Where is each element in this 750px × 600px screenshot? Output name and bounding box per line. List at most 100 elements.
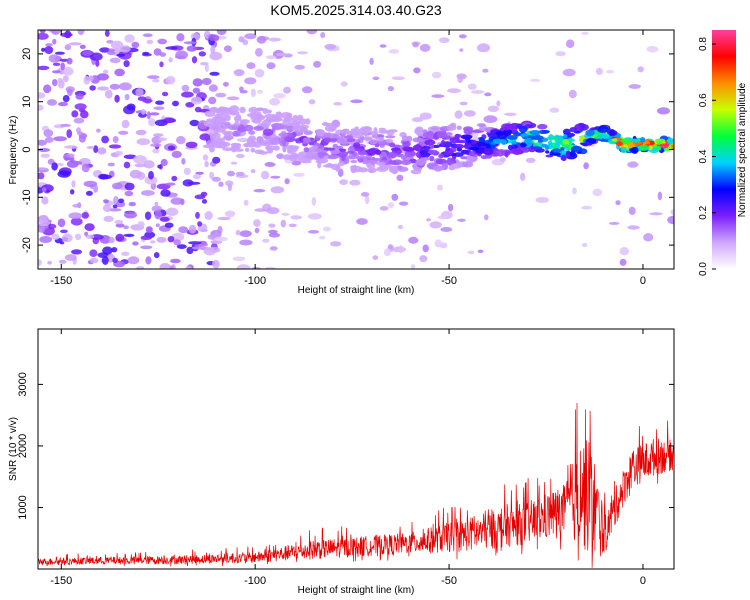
- heatmap-noise-blob: [52, 79, 58, 87]
- heatmap-ridge-blob: [357, 151, 368, 156]
- heatmap-ridge-blob: [421, 145, 431, 150]
- heatmap-ridge-blob: [468, 146, 480, 151]
- heatmap-noise-blob: [387, 86, 395, 92]
- heatmap-noise-blob: [437, 215, 448, 220]
- heatmap-noise-blob: [504, 112, 517, 117]
- heatmap-ridge-blob: [246, 137, 255, 145]
- heatmap-noise-blob: [64, 254, 77, 261]
- heatmap-noise-blob: [124, 182, 135, 191]
- heatmap-noise-blob: [643, 233, 654, 242]
- heatmap-ridge-blob: [400, 160, 412, 165]
- heatmap-ridge-blob: [402, 140, 411, 148]
- heatmap-noise-blob: [387, 244, 393, 250]
- heatmap-noise-blob: [102, 246, 113, 255]
- heatmap-ridge-blob: [230, 110, 240, 116]
- heatmap-ridge-blob: [468, 151, 476, 157]
- heatmap-noise-blob: [88, 75, 94, 82]
- heatmap-ridge-blob: [336, 137, 345, 144]
- heatmap-ridge-blob: [381, 156, 388, 161]
- heatmap-ridge-blob: [429, 155, 435, 162]
- heatmap-noise-blob: [499, 157, 506, 163]
- heatmap-ridge-blob: [301, 159, 312, 164]
- heatmap-ridge-blob: [275, 111, 281, 115]
- heatmap-noise-blob: [124, 93, 130, 101]
- heatmap-noise-blob: [159, 263, 171, 269]
- heatmap-noise-blob: [156, 236, 167, 243]
- heatmap-ridge-blob: [370, 148, 377, 154]
- heatmap-noise-blob: [81, 212, 90, 219]
- heatmap-ridge-blob: [323, 147, 335, 151]
- heatmap-noise-blob: [476, 123, 486, 127]
- heatmap-noise-blob: [134, 163, 146, 168]
- heatmap-noise-blob: [135, 88, 144, 97]
- heatmap-noise-blob: [273, 93, 286, 99]
- x-tick-label: -50: [441, 275, 457, 287]
- heatmap-ridge-blob: [265, 116, 277, 123]
- heatmap-ridge-blob: [225, 131, 230, 137]
- heatmap-noise-blob: [185, 102, 195, 108]
- heatmap-noise-blob: [108, 237, 115, 244]
- heatmap-ridge-blob: [203, 120, 215, 127]
- heatmap-noise-blob: [429, 221, 442, 229]
- heatmap-noise-blob: [114, 94, 120, 103]
- heatmap-noise-blob: [124, 190, 134, 197]
- heatmap-noise-blob: [165, 182, 176, 186]
- heatmap-noise-blob: [253, 219, 261, 227]
- heatmap-noise-blob: [118, 198, 125, 204]
- heatmap-noise-blob: [202, 154, 209, 161]
- heatmap-noise-blob: [235, 229, 241, 236]
- heatmap-noise-blob: [269, 98, 281, 106]
- heatmap-noise-blob: [62, 237, 69, 242]
- heatmap-ridge-blob: [548, 141, 553, 149]
- heatmap-ridge-blob: [432, 165, 445, 171]
- heatmap-noise-blob: [48, 54, 60, 63]
- heatmap-ridge-blob: [532, 135, 544, 141]
- heatmap-noise-blob: [608, 221, 620, 225]
- heatmap-ridge-blob: [276, 124, 288, 130]
- heatmap-ridge-blob: [416, 166, 422, 171]
- colorbar-ticks: 0.0 0.2 0.4 0.6 0.8: [698, 37, 716, 276]
- heatmap-noise-blob: [52, 38, 57, 45]
- heatmap-ridge-blob: [337, 161, 345, 167]
- heatmap-ridge-blob: [346, 138, 356, 143]
- heatmap-noise-blob: [484, 92, 492, 97]
- heatmap-ridge-blob: [438, 153, 445, 159]
- heatmap-noise-blob: [313, 60, 322, 68]
- heatmap-noise-blob: [155, 223, 160, 228]
- heatmap-noise-blob: [186, 45, 197, 52]
- heatmap-noise-blob: [142, 33, 153, 37]
- heatmap-ridge-blob: [485, 143, 491, 150]
- heatmap-noise-blob: [93, 184, 98, 193]
- heatmap-noise-blob: [254, 208, 267, 212]
- heatmap-noise-blob: [85, 234, 95, 239]
- snr-y-label: SNR (10 * v/v): [8, 417, 19, 481]
- heatmap-noise-blob: [135, 129, 147, 136]
- x-tick-label: -150: [50, 575, 72, 587]
- heatmap-noise-blob: [170, 197, 184, 205]
- heatmap-ridge-blob: [324, 137, 332, 144]
- heatmap-noise-blob: [121, 119, 130, 129]
- heatmap-noise-blob: [157, 137, 167, 141]
- heatmap-noise-blob: [70, 217, 83, 226]
- heatmap-ridge-blob: [501, 123, 513, 131]
- heatmap-noise-blob: [233, 69, 245, 77]
- heatmap-noise-blob: [145, 226, 153, 234]
- heatmap-ridge-blob: [631, 138, 641, 143]
- heatmap-ridge-blob: [375, 149, 382, 156]
- heatmap-ridge-blob: [243, 124, 254, 132]
- heatmap-ridge-blob: [560, 156, 567, 161]
- heatmap-noise-blob: [268, 223, 276, 228]
- heatmap-noise-blob: [118, 82, 132, 91]
- heatmap-noise-blob: [66, 57, 73, 65]
- heatmap-noise-blob: [153, 252, 160, 259]
- heatmap-noise-blob: [235, 171, 245, 177]
- heatmap-ridge-blob: [364, 126, 370, 134]
- heatmap-ridge-blob: [318, 152, 325, 159]
- heatmap-noise-blob: [391, 193, 399, 201]
- heatmap-ridge-blob: [376, 161, 386, 166]
- heatmap-ridge-blob: [511, 144, 518, 149]
- heatmap-noise-blob: [89, 52, 103, 61]
- heatmap-ridge-blob: [431, 127, 438, 131]
- heatmap-noise-blob: [165, 46, 178, 50]
- heatmap-ridge-blob: [631, 146, 639, 154]
